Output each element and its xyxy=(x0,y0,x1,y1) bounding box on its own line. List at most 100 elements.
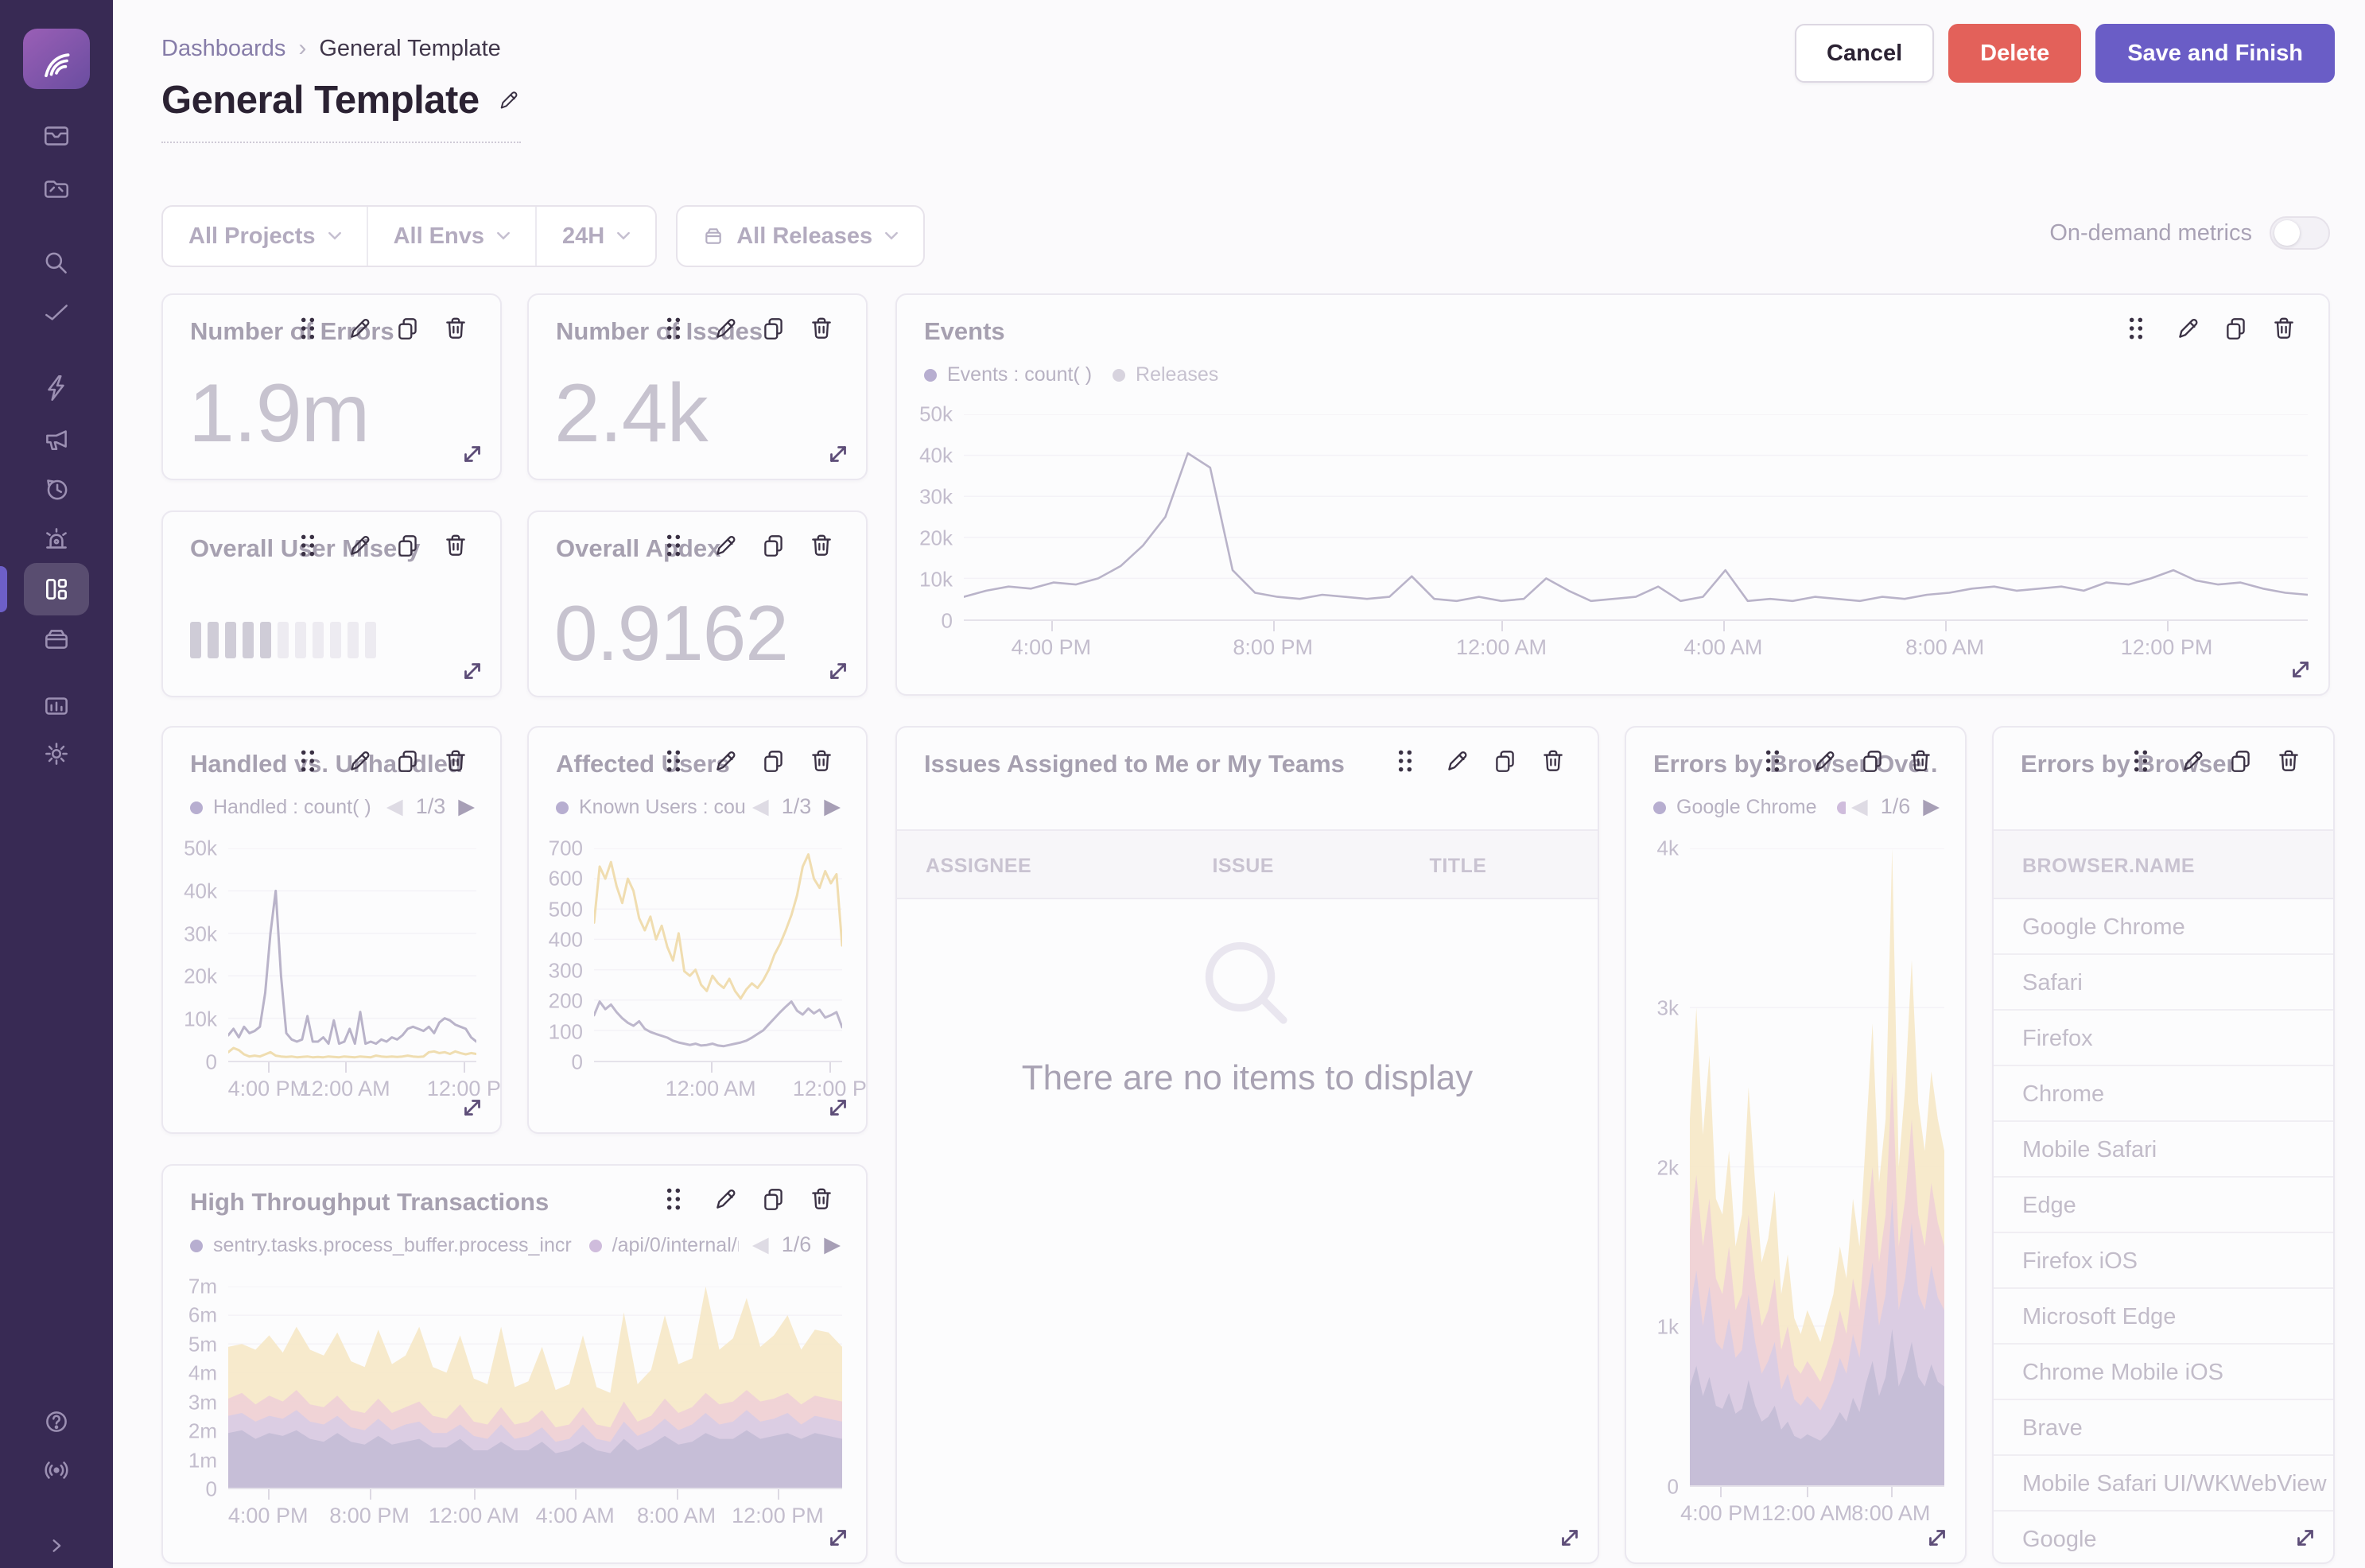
drag-handle-icon[interactable] xyxy=(659,314,688,343)
sentry-logo[interactable] xyxy=(23,29,90,89)
edit-title-pencil-icon[interactable] xyxy=(497,87,521,114)
edit-pencil-icon[interactable] xyxy=(712,1185,740,1213)
project-filter[interactable]: All Projects xyxy=(163,207,368,266)
edit-pencil-icon[interactable] xyxy=(346,747,375,775)
sidebar-item-replays[interactable] xyxy=(24,462,89,514)
drag-handle-icon[interactable] xyxy=(1758,747,1787,775)
delete-trash-icon[interactable] xyxy=(441,747,470,775)
sidebar-item-help[interactable] xyxy=(24,1395,89,1448)
duplicate-icon[interactable] xyxy=(759,531,788,560)
environment-filter[interactable]: All Envs xyxy=(368,207,537,266)
delete-trash-icon[interactable] xyxy=(1539,747,1567,775)
resize-handle[interactable] xyxy=(1924,1524,1952,1553)
delete-trash-icon[interactable] xyxy=(441,531,470,560)
sidebar-item-dashboards[interactable] xyxy=(24,563,89,615)
edit-pencil-icon[interactable] xyxy=(1443,747,1472,775)
sidebar-item-issues[interactable] xyxy=(24,110,89,162)
duplicate-icon[interactable] xyxy=(394,531,422,560)
delete-trash-icon[interactable] xyxy=(807,1185,836,1213)
prev-arrow[interactable]: ◀ xyxy=(751,1232,769,1256)
drag-handle-icon[interactable] xyxy=(293,531,322,560)
resize-handle[interactable] xyxy=(825,441,853,469)
resize-handle[interactable] xyxy=(2287,656,2316,685)
delete-trash-icon[interactable] xyxy=(2270,314,2298,343)
duplicate-icon[interactable] xyxy=(1491,747,1520,775)
drag-handle-icon[interactable] xyxy=(2122,314,2150,343)
edit-pencil-icon[interactable] xyxy=(1811,747,1839,775)
drag-handle-icon[interactable] xyxy=(1391,747,1419,775)
drag-handle-icon[interactable] xyxy=(293,747,322,775)
drag-handle-icon[interactable] xyxy=(293,314,322,343)
sidebar-item-performance[interactable] xyxy=(24,362,89,414)
save-and-finish-button[interactable]: Save and Finish xyxy=(2095,24,2335,83)
date-range-filter[interactable]: 24H xyxy=(537,207,655,266)
duplicate-icon[interactable] xyxy=(759,747,788,775)
delete-trash-icon[interactable] xyxy=(1906,747,1935,775)
cancel-button[interactable]: Cancel xyxy=(1795,24,1935,83)
drag-handle-icon[interactable] xyxy=(659,1185,688,1213)
drag-handle-icon[interactable] xyxy=(659,531,688,560)
title-row: General Template xyxy=(161,78,521,143)
sidebar-collapse[interactable] xyxy=(24,1519,89,1568)
sidebar-item-whats-new[interactable] xyxy=(24,1444,89,1496)
sidebar-item-releases[interactable] xyxy=(24,613,89,666)
edit-pencil-icon[interactable] xyxy=(712,314,740,343)
next-arrow[interactable]: ▶ xyxy=(824,1232,841,1256)
releases-filter[interactable]: All Releases xyxy=(676,205,926,267)
resize-handle[interactable] xyxy=(1556,1524,1585,1553)
sidebar-item-settings[interactable] xyxy=(24,728,89,780)
duplicate-icon[interactable] xyxy=(2227,747,2255,775)
resize-handle[interactable] xyxy=(825,1524,853,1553)
sidebar-item-explore[interactable] xyxy=(24,237,89,289)
sidebar-item-alerts[interactable] xyxy=(24,513,89,565)
drag-handle-icon[interactable] xyxy=(659,747,688,775)
drag-handle-icon[interactable] xyxy=(2126,747,2155,775)
edit-pencil-icon[interactable] xyxy=(2179,747,2208,775)
edit-pencil-icon[interactable] xyxy=(712,531,740,560)
sidebar-item-feedback[interactable] xyxy=(24,412,89,464)
duplicate-icon[interactable] xyxy=(394,747,422,775)
page-title[interactable]: General Template xyxy=(161,79,480,122)
delete-trash-icon[interactable] xyxy=(807,314,836,343)
edit-pencil-icon[interactable] xyxy=(346,531,375,560)
chart-legend: Google Chrome xyxy=(1653,796,1846,819)
duplicate-icon[interactable] xyxy=(2222,314,2250,343)
breadcrumb-dashboards-link[interactable]: Dashboards xyxy=(161,35,286,61)
table-row: Microsoft Edge xyxy=(1994,1289,2333,1345)
prev-arrow[interactable]: ◀ xyxy=(751,794,769,818)
resize-handle[interactable] xyxy=(459,658,487,686)
dashboards-icon xyxy=(46,579,67,600)
breadcrumb: Dashboards › General Template xyxy=(161,35,501,62)
ondemand-metrics-toggle[interactable] xyxy=(2270,216,2330,250)
legend-dot xyxy=(1837,801,1846,814)
sidebar xyxy=(0,0,113,1568)
next-arrow[interactable]: ▶ xyxy=(1923,794,1940,818)
y-axis: 0 10k 20k 30k 40k 50k xyxy=(184,836,217,1074)
resize-handle[interactable] xyxy=(2292,1524,2320,1553)
sidebar-item-projects[interactable] xyxy=(24,163,89,215)
delete-trash-icon[interactable] xyxy=(807,531,836,560)
resize-handle[interactable] xyxy=(459,1094,487,1123)
delete-trash-icon[interactable] xyxy=(807,747,836,775)
sidebar-item-stats[interactable] xyxy=(24,680,89,732)
resize-handle[interactable] xyxy=(825,1094,853,1123)
duplicate-icon[interactable] xyxy=(1858,747,1887,775)
delete-trash-icon[interactable] xyxy=(441,314,470,343)
duplicate-icon[interactable] xyxy=(759,1185,788,1213)
widget-issues-assigned: Issues Assigned to Me or My Teams ASSIGN… xyxy=(895,726,1599,1564)
duplicate-icon[interactable] xyxy=(394,314,422,343)
resize-handle[interactable] xyxy=(459,441,487,469)
delete-button[interactable]: Delete xyxy=(1948,24,2082,83)
next-arrow[interactable]: ▶ xyxy=(824,794,841,818)
resize-handle[interactable] xyxy=(825,658,853,686)
prev-arrow[interactable]: ◀ xyxy=(1850,794,1868,818)
sidebar-item-trends[interactable] xyxy=(24,287,89,340)
edit-pencil-icon[interactable] xyxy=(2174,314,2203,343)
edit-pencil-icon[interactable] xyxy=(346,314,375,343)
edit-pencil-icon[interactable] xyxy=(712,747,740,775)
duplicate-icon[interactable] xyxy=(759,314,788,343)
next-arrow[interactable]: ▶ xyxy=(458,794,475,818)
prev-arrow[interactable]: ◀ xyxy=(386,794,403,818)
delete-trash-icon[interactable] xyxy=(2274,747,2303,775)
